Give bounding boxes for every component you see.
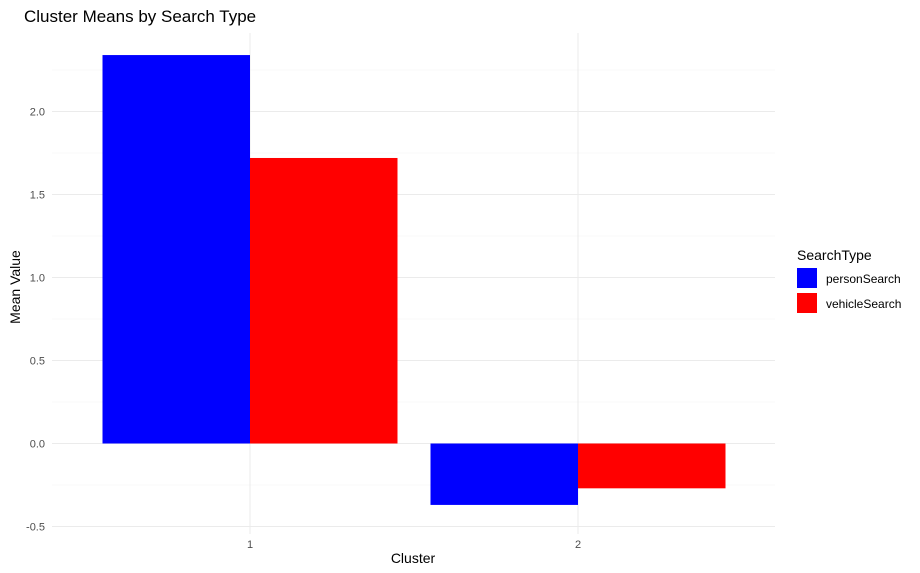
y-axis-title: Mean Value — [7, 250, 23, 324]
y-tick-label: 2.0 — [30, 107, 45, 119]
x-axis-title: Cluster — [391, 550, 436, 566]
x-tick-label: 2 — [575, 539, 581, 551]
legend-key-vehicleSearch — [797, 293, 817, 313]
y-tick-label: -0.5 — [26, 522, 45, 534]
legend-title: SearchType — [797, 247, 872, 263]
legend-label-vehicleSearch: vehicleSearch — [826, 297, 901, 311]
legend: SearchType personSearch vehicleSearch — [797, 247, 901, 313]
bar-group — [102, 55, 726, 505]
chart-title: Cluster Means by Search Type — [24, 7, 256, 26]
y-tick-label: 0.0 — [30, 439, 45, 451]
x-tick-label: 1 — [247, 539, 253, 551]
y-axis-ticks: -0.5 0.0 0.5 1.0 1.5 2.0 — [26, 107, 45, 534]
legend-items: personSearch vehicleSearch — [797, 268, 901, 313]
legend-key-personSearch — [797, 268, 817, 288]
legend-label-personSearch: personSearch — [826, 272, 901, 286]
y-tick-label: 0.5 — [30, 356, 45, 368]
y-tick-label: 1.5 — [30, 190, 45, 202]
bar-vehicleSearch-cluster-1 — [250, 157, 398, 444]
bar-personSearch-cluster-2 — [430, 443, 578, 505]
bar-personSearch-cluster-1 — [102, 55, 250, 444]
bar-vehicleSearch-cluster-2 — [578, 443, 726, 489]
y-tick-label: 1.0 — [30, 273, 45, 285]
